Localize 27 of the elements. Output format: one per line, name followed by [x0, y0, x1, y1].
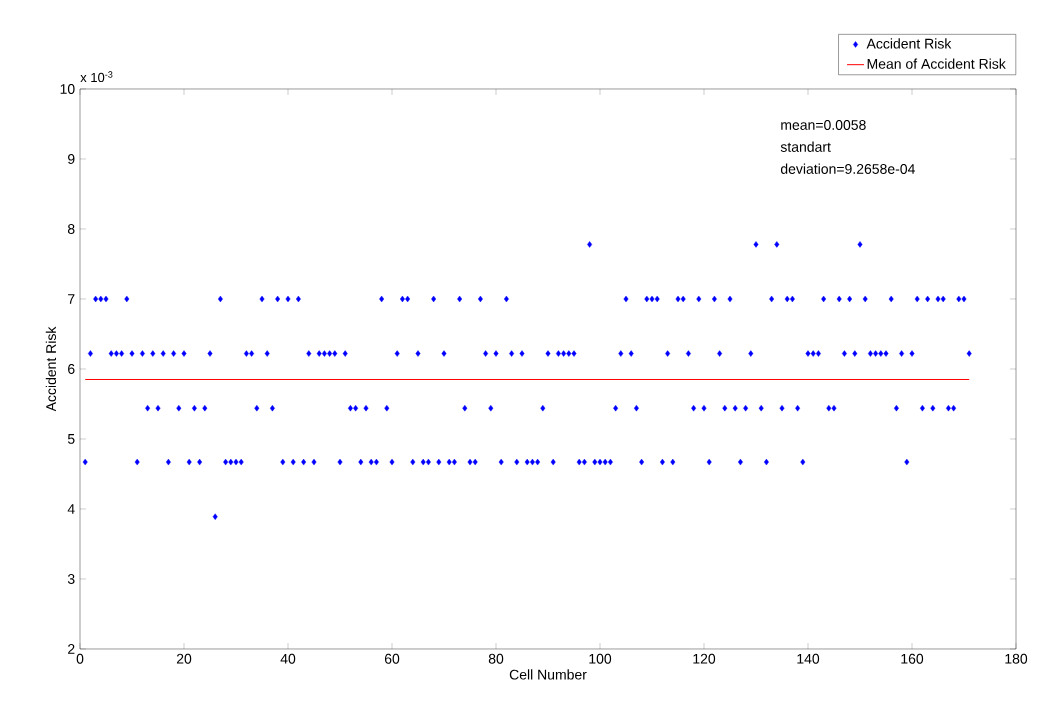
y-tick-label: 6 — [68, 364, 75, 374]
x-tick-label: 40 — [280, 653, 296, 664]
x-tick-label: 120 — [693, 653, 716, 664]
legend-label: Accident Risk — [866, 38, 952, 49]
y-tick-label: 10 — [60, 84, 75, 94]
annotation: mean=0.0058 — [781, 119, 866, 130]
legend-label: Mean of Accident Risk — [867, 58, 1006, 69]
y-tick-label: 9 — [68, 154, 75, 164]
annotation: deviation=9.2658e-04 — [780, 163, 915, 174]
x-tick-label: 140 — [797, 653, 820, 664]
y-tick-label: 5 — [67, 434, 75, 444]
x-axis-title: Cell Number — [509, 669, 587, 680]
x-tick-label: 80 — [488, 653, 504, 664]
x-tick-label: 60 — [384, 653, 400, 664]
x-tick-label: 0 — [76, 653, 84, 664]
annotation: standart — [780, 141, 831, 152]
y-tick-label: 8 — [67, 224, 75, 234]
y-axis-title: Accident Risk — [45, 326, 57, 412]
y-tick-label: 2 — [68, 644, 75, 654]
x-tick-label: 160 — [901, 653, 924, 664]
y-tick-label: 3 — [67, 574, 75, 584]
x-tick-label: 100 — [589, 653, 612, 664]
text: x 10$^{-3}$ — [80, 71, 113, 83]
y-tick-label: 7 — [68, 294, 75, 304]
x-tick-label: 20 — [176, 653, 192, 664]
x-tick-label: 180 — [1005, 653, 1028, 664]
y-tick-label: 4 — [67, 504, 75, 514]
